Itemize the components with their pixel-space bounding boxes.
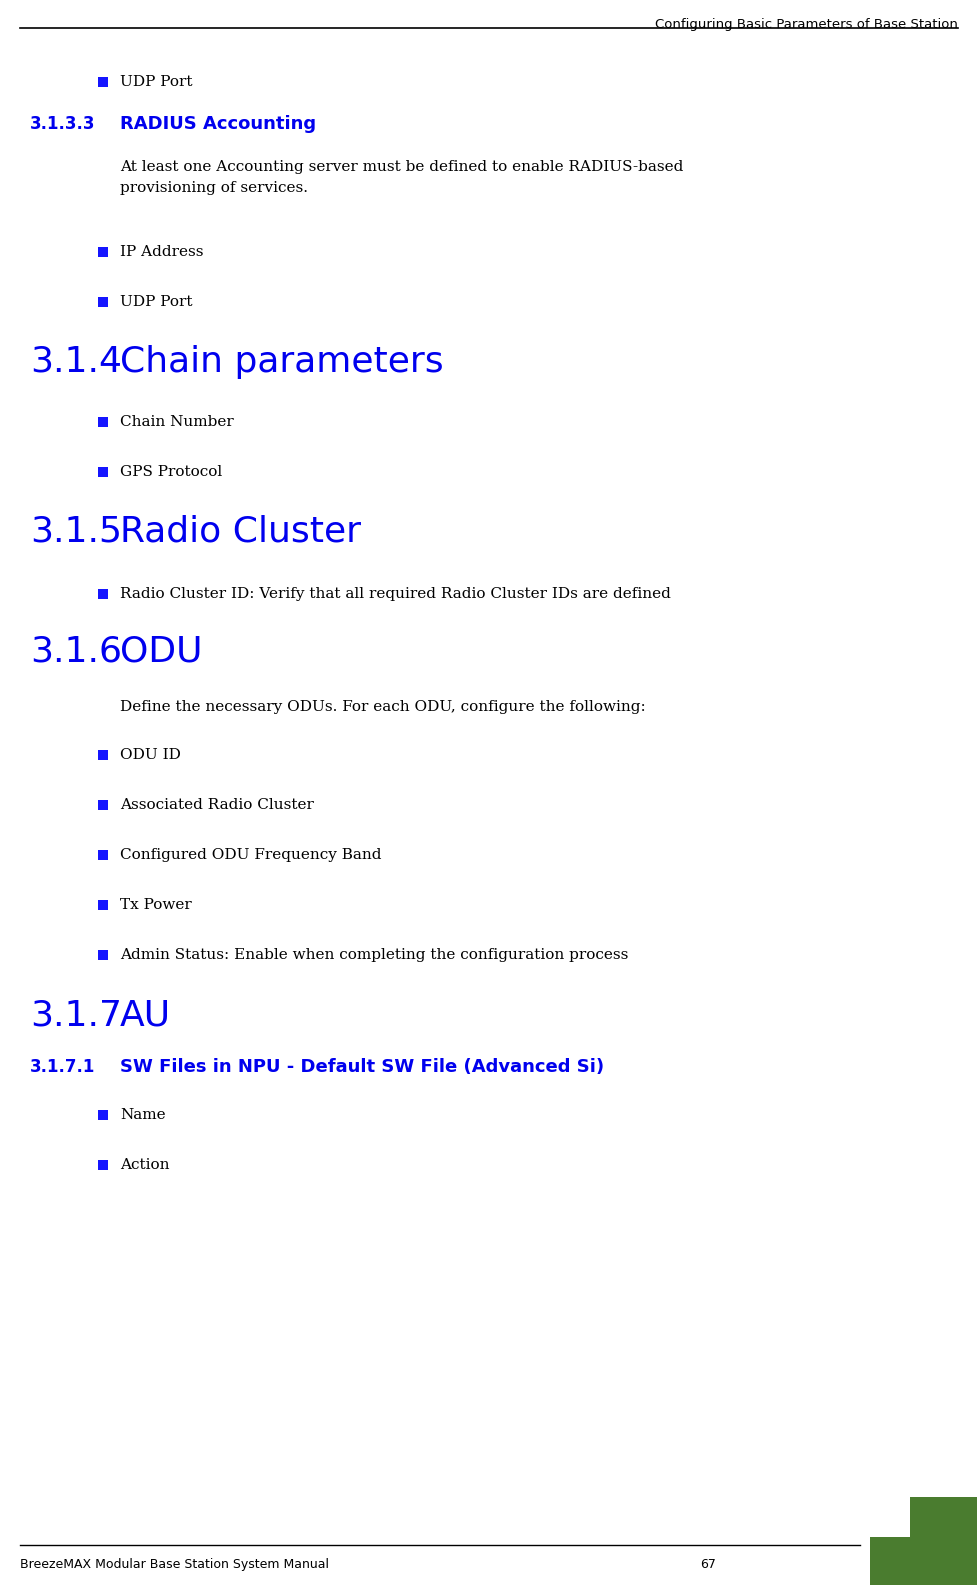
Text: 3.1.5: 3.1.5 [30,515,122,548]
Bar [98,850,107,861]
Bar [98,590,107,599]
Text: ODU ID: ODU ID [120,748,181,762]
Text: GPS Protocol: GPS Protocol [120,464,222,479]
Text: Configuring Basic Parameters of Base Station: Configuring Basic Parameters of Base Sta… [655,17,957,32]
Text: SW Files in NPU - Default SW File (Advanced Si): SW Files in NPU - Default SW File (Advan… [120,1059,604,1076]
Text: UDP Port: UDP Port [120,74,192,89]
Text: 3.1.3.3: 3.1.3.3 [30,116,96,133]
Text: Chain parameters: Chain parameters [120,346,444,379]
Bar [98,468,107,477]
Bar [98,900,107,910]
Text: 67: 67 [700,1558,715,1571]
Bar [98,296,107,307]
Bar [98,750,107,759]
Text: 3.1.6: 3.1.6 [30,636,122,669]
Text: AU: AU [120,999,171,1032]
Text: Radio Cluster ID: Verify that all required Radio Cluster IDs are defined: Radio Cluster ID: Verify that all requir… [120,586,670,601]
Text: Associated Radio Cluster: Associated Radio Cluster [120,797,314,812]
Text: BreezeMAX Modular Base Station System Manual: BreezeMAX Modular Base Station System Ma… [20,1558,328,1571]
Text: ODU: ODU [120,636,202,669]
Text: At least one Accounting server must be defined to enable RADIUS-based
provisioni: At least one Accounting server must be d… [120,160,683,195]
Text: Name: Name [120,1108,165,1122]
Text: Configured ODU Frequency Band: Configured ODU Frequency Band [120,848,381,862]
Text: Admin Status: Enable when completing the configuration process: Admin Status: Enable when completing the… [120,948,628,962]
Bar [98,949,107,961]
Bar [98,1110,107,1121]
Text: 3.1.7: 3.1.7 [30,999,122,1032]
Text: Action: Action [120,1159,169,1171]
Text: Tx Power: Tx Power [120,899,191,911]
Text: Define the necessary ODUs. For each ODU, configure the following:: Define the necessary ODUs. For each ODU,… [120,701,645,713]
Bar [98,800,107,810]
Bar [98,1160,107,1170]
Text: RADIUS Accounting: RADIUS Accounting [120,116,316,133]
Text: Chain Number: Chain Number [120,415,234,430]
Text: UDP Port: UDP Port [120,295,192,309]
Bar [98,417,107,426]
Bar [98,78,107,87]
Text: IP Address: IP Address [120,246,203,258]
Text: 3.1.7.1: 3.1.7.1 [30,1059,96,1076]
Text: 3.1.4: 3.1.4 [30,346,122,379]
Polygon shape [870,1496,977,1585]
Bar [98,247,107,257]
Text: Radio Cluster: Radio Cluster [120,515,361,548]
